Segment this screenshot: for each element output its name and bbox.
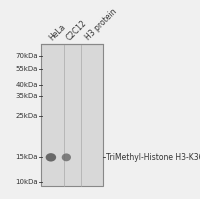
Text: HeLa: HeLa	[47, 22, 67, 42]
Text: 10kDa: 10kDa	[15, 179, 38, 185]
Text: H3 protein: H3 protein	[84, 7, 119, 42]
Text: C2C12: C2C12	[65, 18, 89, 42]
Text: 55kDa: 55kDa	[16, 66, 38, 72]
Text: 25kDa: 25kDa	[16, 113, 38, 119]
Ellipse shape	[46, 153, 56, 162]
Text: 40kDa: 40kDa	[15, 82, 38, 88]
Ellipse shape	[62, 153, 71, 161]
Text: TriMethyl-Histone H3-K36: TriMethyl-Histone H3-K36	[106, 153, 200, 162]
Text: 35kDa: 35kDa	[15, 93, 38, 99]
Bar	[41, 44, 103, 186]
Text: 15kDa: 15kDa	[15, 154, 38, 160]
Text: 70kDa: 70kDa	[15, 53, 38, 59]
